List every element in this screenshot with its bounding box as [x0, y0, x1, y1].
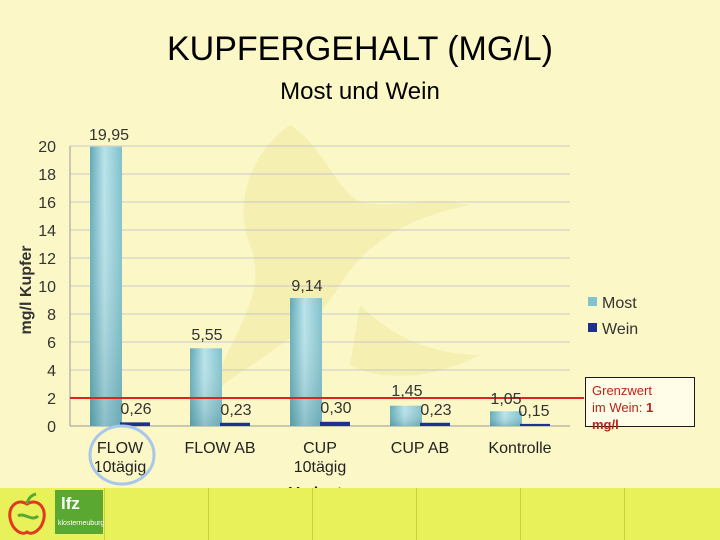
limit-note-line1: Grenzwert [592, 383, 652, 398]
y-tick-label: 4 [47, 363, 56, 380]
data-label-most: 1,05 [490, 391, 521, 408]
limit-note-value: 1 [645, 400, 654, 415]
bar-most-shade [390, 405, 422, 426]
y-tick-label: 18 [38, 167, 56, 184]
bar-wein [220, 422, 250, 426]
footer-cell [208, 488, 312, 540]
data-label-most: 19,95 [89, 127, 129, 144]
data-label-wein: 0,23 [220, 402, 251, 419]
data-label-wein: 0,30 [320, 400, 351, 417]
y-tick-label: 16 [38, 195, 56, 212]
logo-text: lfz [61, 494, 80, 513]
y-tick-label: 8 [47, 307, 56, 324]
data-label-most: 5,55 [191, 327, 222, 344]
footer-cell [312, 488, 416, 540]
limit-note-unit: mg/l [592, 417, 619, 432]
bar-most-shade [290, 298, 322, 426]
data-label-most: 9,14 [291, 278, 322, 295]
category-label: CUP [303, 440, 337, 457]
y-tick-label: 20 [38, 139, 56, 156]
y-tick-label: 14 [38, 223, 56, 240]
lfz-logo: lfz klosterneuburg [55, 490, 105, 534]
bar-most-shade [190, 348, 222, 426]
bar-wein [120, 422, 150, 426]
bar-wein [320, 421, 350, 426]
category-label: Kontrolle [488, 440, 551, 457]
chart-subtitle: Most und Wein [280, 78, 440, 105]
limit-note-line2: im Wein: [592, 400, 646, 415]
y-tick-label: 0 [47, 419, 56, 436]
chart-title: KUPFERGEHALT (MG/L) [166, 30, 554, 68]
data-label-wein: 0,26 [120, 401, 151, 418]
highlight-circle [88, 424, 156, 486]
category-label: FLOW AB [184, 440, 255, 457]
limit-note: Grenzwert im Wein: 1 mg/l [585, 377, 695, 432]
data-label-wein: 0,23 [420, 402, 451, 419]
legend-swatch-wein [588, 323, 597, 332]
bar-wein [520, 423, 550, 426]
category-label: 10tägig [94, 459, 147, 476]
y-tick-label: 6 [47, 335, 56, 352]
footer-cell [624, 488, 720, 540]
bar-most-shade [490, 411, 522, 426]
y-tick-label: 12 [38, 251, 56, 268]
logo-subtext: klosterneuburg [58, 520, 105, 527]
category-label: CUP AB [391, 440, 449, 457]
data-label-most: 1,45 [391, 383, 422, 400]
footer-cell [104, 488, 208, 540]
footer-cell [520, 488, 624, 540]
data-label-wein: 0,15 [518, 403, 549, 420]
y-tick-label: 2 [47, 391, 56, 408]
category-label: 10tägig [294, 459, 347, 476]
bar-wein [420, 422, 450, 426]
legend-label-wein: Wein [602, 321, 638, 338]
footer-cell [416, 488, 520, 540]
legend-swatch-most [588, 297, 597, 306]
apple-logo-icon [8, 492, 46, 535]
y-axis-label: mg/l Kupfer [18, 246, 35, 335]
y-tick-label: 10 [38, 279, 56, 296]
legend-label-most: Most [602, 295, 637, 312]
category-label: FLOW [97, 440, 144, 457]
bar-most-shade [90, 146, 122, 426]
watermark-logo [210, 125, 480, 395]
footer-bar [0, 488, 720, 540]
